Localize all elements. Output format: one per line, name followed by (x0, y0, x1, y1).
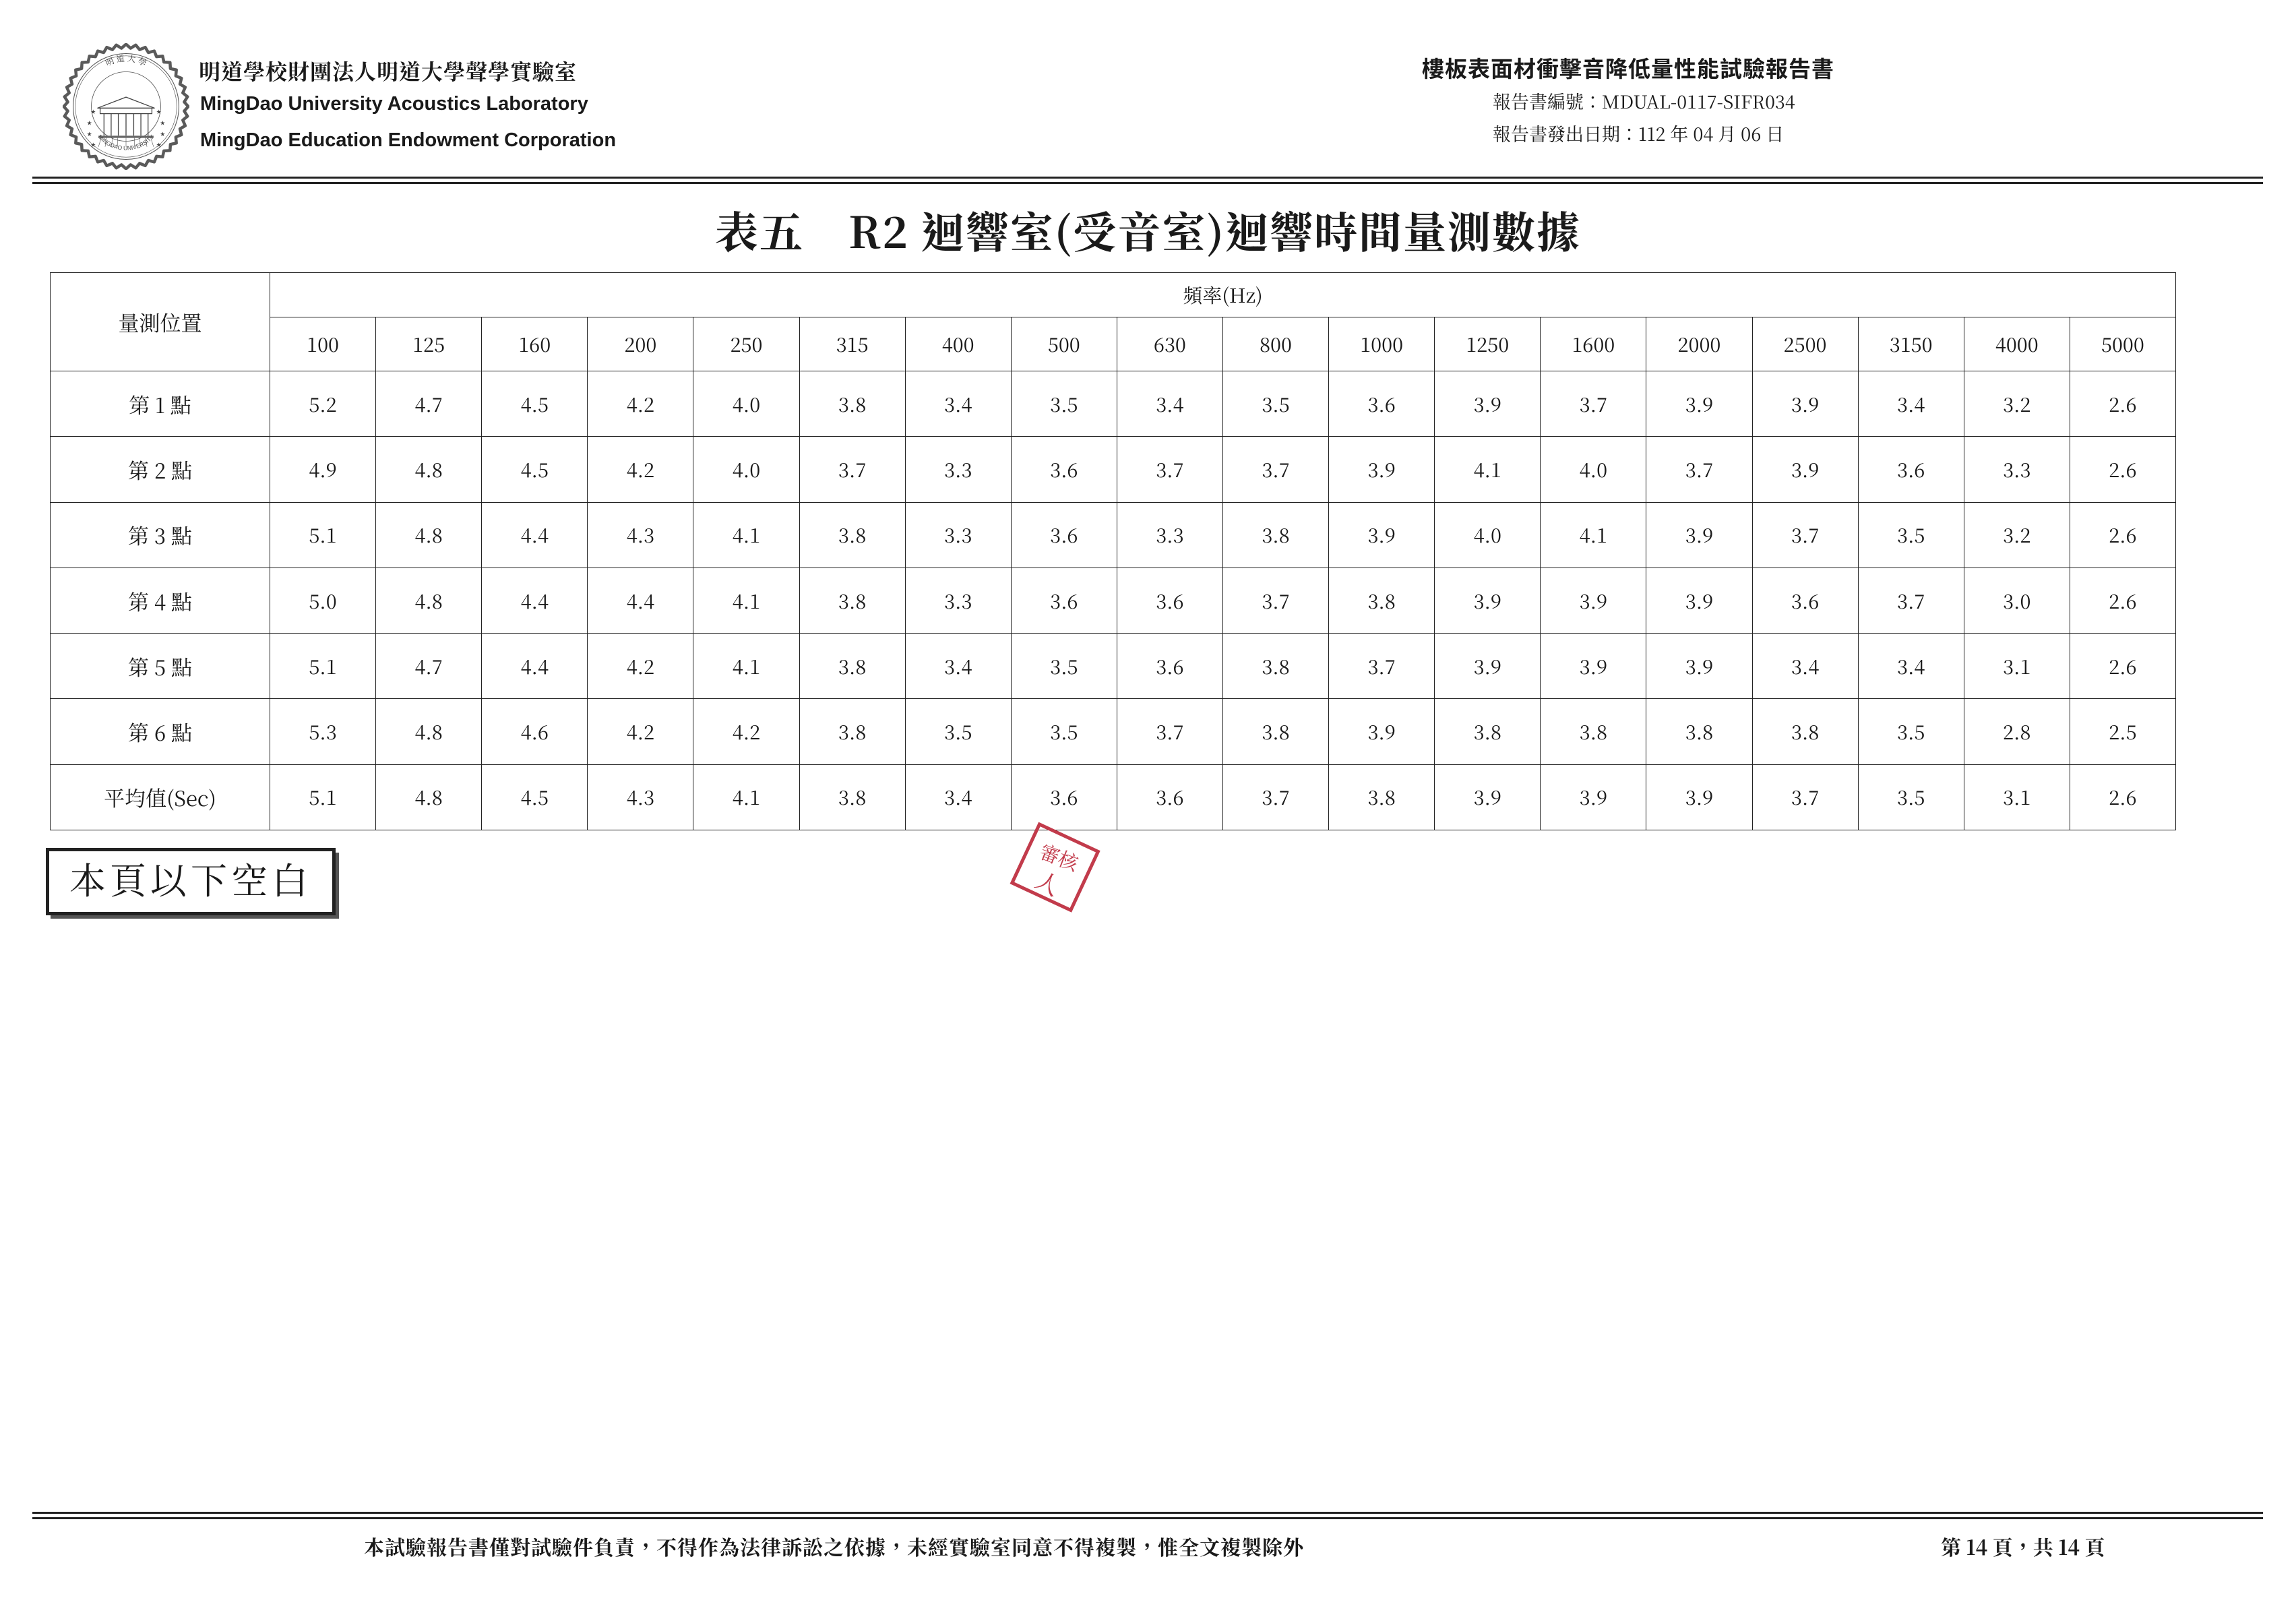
svg-text:★: ★ (160, 131, 166, 137)
svg-text:★: ★ (156, 109, 162, 115)
svg-text:★: ★ (160, 120, 166, 126)
svg-text:★: ★ (91, 142, 96, 148)
svg-text:明 道 大 學: 明 道 大 學 (103, 52, 148, 69)
svg-text:★: ★ (156, 142, 162, 148)
svg-text:★: ★ (91, 109, 96, 115)
svg-text:★: ★ (87, 131, 92, 137)
svg-text:★: ★ (87, 120, 92, 126)
